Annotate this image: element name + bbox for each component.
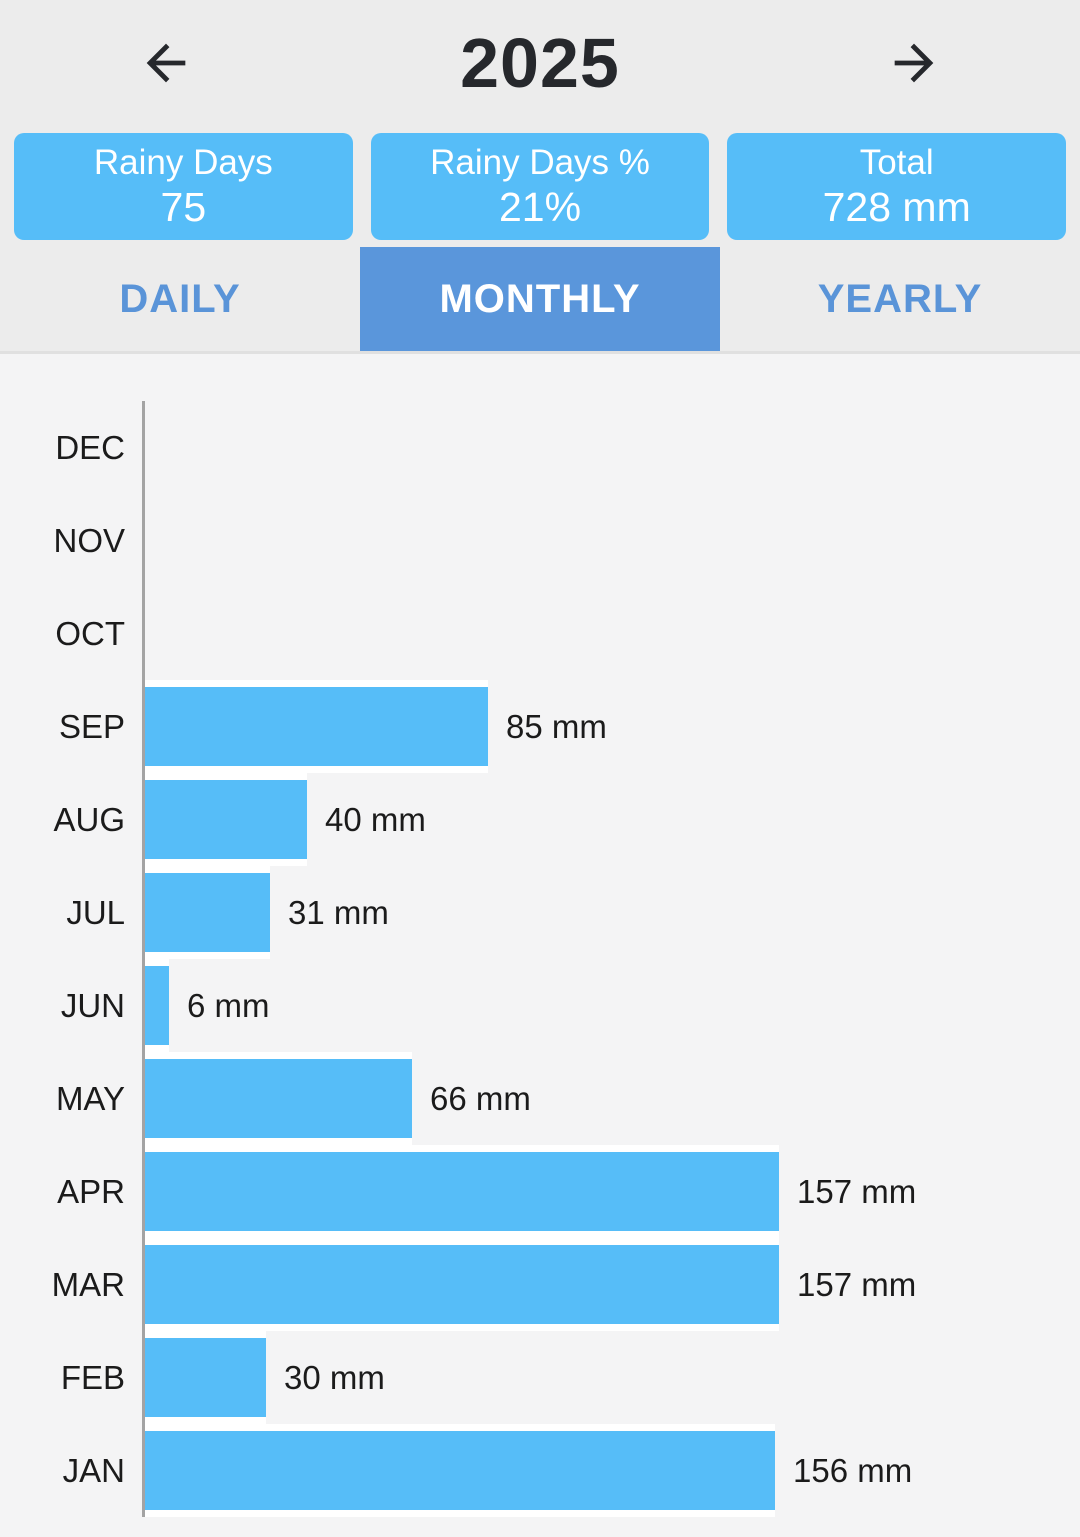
stat-value: 21% <box>498 183 582 230</box>
chart-row: NOV <box>0 494 1080 587</box>
chart-row: MAR 157 mm <box>0 1238 1080 1331</box>
month-axis-label: MAY <box>55 1079 125 1117</box>
bar-track: 6 mm <box>142 959 1080 1052</box>
chart-row: OCT <box>0 587 1080 680</box>
bar-value-label: 31 mm <box>288 893 389 931</box>
chart-row: SEP 85 mm <box>0 680 1080 773</box>
month-axis-label: JAN <box>62 1451 125 1489</box>
stat-label: Rainy Days <box>93 142 273 182</box>
month-axis-label: AUG <box>53 800 125 838</box>
bar-value-label: 157 mm <box>797 1172 917 1210</box>
stat-value: 728 mm <box>822 183 971 230</box>
bar-track: 31 mm <box>142 866 1080 959</box>
rainfall-bar[interactable] <box>145 1238 779 1331</box>
month-axis-label: NOV <box>53 521 125 559</box>
month-axis-label: DEC <box>55 428 125 466</box>
chart-row: MAY 66 mm <box>0 1052 1080 1145</box>
bar-track: 157 mm <box>142 1145 1080 1238</box>
bar-track: 157 mm <box>142 1238 1080 1331</box>
arrow-left-icon <box>137 34 195 92</box>
view-tabs: DAILY MONTHLY YEARLY <box>0 247 1080 351</box>
chart-row: AUG 40 mm <box>0 773 1080 866</box>
rainfall-bar[interactable] <box>145 1052 412 1145</box>
tab-yearly[interactable]: YEARLY <box>720 247 1080 351</box>
month-axis-label: APR <box>57 1172 125 1210</box>
next-year-button[interactable] <box>885 34 943 92</box>
stat-card-total: Total 728 mm <box>727 133 1067 240</box>
bar-value-label: 85 mm <box>506 707 607 745</box>
rainfall-bar[interactable] <box>145 1424 775 1517</box>
stat-label: Total <box>859 142 934 182</box>
arrow-right-icon <box>885 34 943 92</box>
rainfall-bar[interactable] <box>145 959 169 1052</box>
previous-year-button[interactable] <box>137 34 195 92</box>
chart-row: JUL 31 mm <box>0 866 1080 959</box>
top-panel: 2025 Rainy Days 75 Rainy Days % 21% Tota… <box>0 0 1080 354</box>
bar-value-label: 6 mm <box>187 986 270 1024</box>
bar-track <box>142 494 1080 587</box>
tab-monthly[interactable]: MONTHLY <box>360 247 720 351</box>
year-navigation-header: 2025 <box>0 0 1080 126</box>
month-axis-label: FEB <box>60 1358 125 1396</box>
rainfall-bar[interactable] <box>145 866 270 959</box>
stat-card-rainy-days: Rainy Days 75 <box>14 133 353 240</box>
bar-value-label: 40 mm <box>325 800 426 838</box>
bar-track: 30 mm <box>142 1331 1080 1424</box>
chart-row: JUN 6 mm <box>0 959 1080 1052</box>
month-axis-label: OCT <box>55 614 125 652</box>
month-axis-label: MAR <box>51 1265 125 1303</box>
tab-daily[interactable]: DAILY <box>0 247 360 351</box>
bar-track: 85 mm <box>142 680 1080 773</box>
stat-card-rainy-days-percent: Rainy Days % 21% <box>370 133 710 240</box>
bar-track: 156 mm <box>142 1424 1080 1517</box>
stat-label: Rainy Days % <box>430 142 650 182</box>
chart-row: JAN 156 mm <box>0 1424 1080 1517</box>
rainfall-bar[interactable] <box>145 1145 779 1238</box>
bar-track <box>142 401 1080 494</box>
month-axis-label: JUN <box>60 986 125 1024</box>
month-axis-label: JUL <box>66 893 125 931</box>
bar-value-label: 66 mm <box>430 1079 531 1117</box>
bar-value-label: 157 mm <box>797 1265 917 1303</box>
stats-row: Rainy Days 75 Rainy Days % 21% Total 728… <box>0 126 1080 240</box>
chart-row: FEB 30 mm <box>0 1331 1080 1424</box>
bar-track: 66 mm <box>142 1052 1080 1145</box>
monthly-rainfall-bar-chart: DEC NOV OCT SEP 85 mm <box>0 354 1080 1517</box>
chart-row: DEC <box>0 401 1080 494</box>
rainfall-bar[interactable] <box>145 680 488 773</box>
month-axis-label: SEP <box>58 707 125 745</box>
stat-value: 75 <box>160 183 207 230</box>
rainfall-bar[interactable] <box>145 773 307 866</box>
bar-track <box>142 587 1080 680</box>
bar-value-label: 156 mm <box>793 1451 913 1489</box>
rainfall-bar[interactable] <box>145 1331 266 1424</box>
chart-row: APR 157 mm <box>0 1145 1080 1238</box>
bar-value-label: 30 mm <box>284 1358 385 1396</box>
bar-track: 40 mm <box>142 773 1080 866</box>
year-label: 2025 <box>460 24 620 102</box>
